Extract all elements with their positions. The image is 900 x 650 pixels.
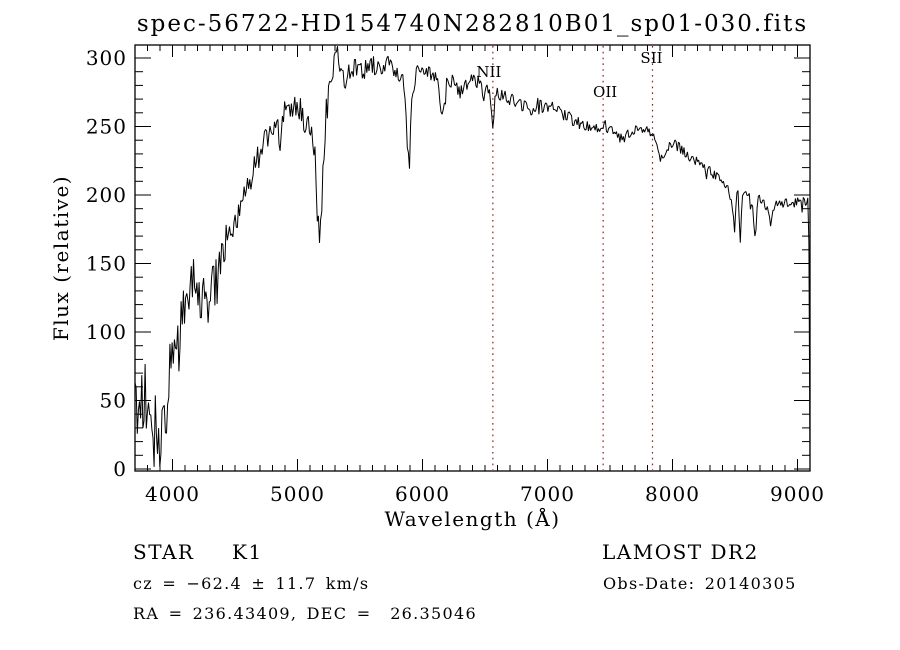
- plot-frame: [134, 44, 811, 472]
- object-class: STAR: [133, 540, 195, 564]
- y-tick-label: 50: [100, 389, 127, 413]
- line-markers: NII OII SII: [476, 46, 663, 470]
- marker-label-oii: OII: [593, 83, 617, 101]
- x-tick-label: 6000: [395, 482, 450, 506]
- object-subclass: K1: [232, 540, 263, 564]
- y-tick-label: 100: [86, 320, 127, 344]
- spectrum-trace: [135, 46, 810, 467]
- x-tick-label: 9000: [770, 482, 825, 506]
- x-tick-label: 7000: [520, 482, 575, 506]
- x-tick-label: 8000: [645, 482, 700, 506]
- y-tick-label: 150: [86, 252, 127, 276]
- coordinates: RA = 236.43409, DEC = 26.35046: [133, 604, 477, 623]
- page-title: spec-56722-HD154740N282810B01_sp01-030.f…: [136, 11, 809, 37]
- axis-ticks: [134, 45, 811, 471]
- y-tick-label: 200: [86, 183, 127, 207]
- x-tick-label: 5000: [270, 482, 325, 506]
- x-tick-label: 4000: [145, 482, 200, 506]
- y-tick-label: 300: [86, 46, 127, 70]
- x-axis-label: Wavelength (Å): [384, 507, 561, 531]
- survey-name: LAMOST DR2: [602, 540, 759, 564]
- marker-label-nii: NII: [476, 63, 501, 81]
- obs-date: Obs-Date: 20140305: [603, 574, 797, 593]
- radial-velocity: cz = −62.4 ± 11.7 km/s: [133, 574, 370, 593]
- marker-label-sii: SII: [640, 49, 662, 67]
- y-axis-label: Flux (relative): [49, 174, 73, 342]
- y-tick-label: 250: [86, 115, 127, 139]
- tick-labels: 4000 5000 6000 7000 8000 9000 0 50 100 150 200 250 3…: [86, 46, 825, 506]
- y-tick-label: 0: [113, 457, 127, 481]
